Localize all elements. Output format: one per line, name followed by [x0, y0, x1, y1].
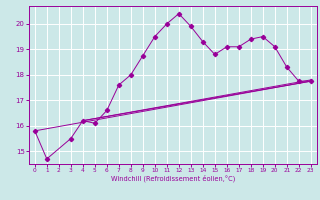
X-axis label: Windchill (Refroidissement éolien,°C): Windchill (Refroidissement éolien,°C) — [111, 175, 235, 182]
